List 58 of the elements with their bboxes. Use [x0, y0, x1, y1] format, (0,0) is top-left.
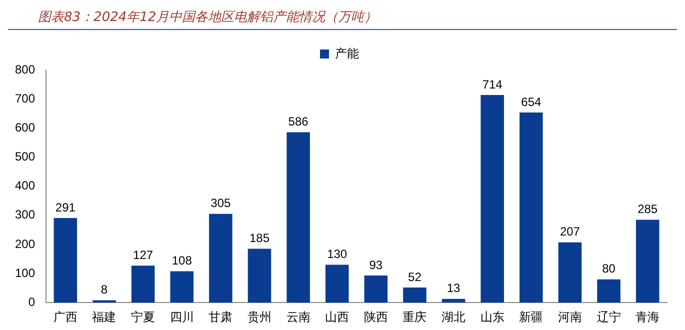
x-tick-label: 重庆 [402, 310, 427, 324]
data-label: 207 [560, 224, 580, 239]
bar [597, 279, 620, 303]
x-tick-label: 广西 [53, 310, 78, 324]
data-label: 714 [482, 77, 503, 92]
y-tick-label: 800 [14, 62, 36, 76]
y-tick-label: 0 [28, 294, 36, 309]
bar [403, 287, 426, 303]
chart-title: 图表83：2024年12月中国各地区电解铝产能情况（万吨） [8, 8, 677, 30]
data-label: 185 [249, 231, 270, 246]
data-label: 291 [55, 200, 76, 214]
y-tick-label: 100 [14, 266, 36, 280]
data-label: 654 [521, 94, 542, 109]
data-label: 93 [369, 258, 383, 272]
x-tick-label: 青海 [636, 310, 660, 324]
data-label: 285 [638, 202, 658, 216]
legend-label: 产能 [335, 46, 359, 60]
x-tick-label: 宁夏 [131, 310, 156, 324]
bar [54, 218, 78, 303]
x-tick-label: 河南 [558, 310, 582, 324]
x-tick-label: 贵州 [247, 310, 272, 324]
x-tick-label: 山东 [480, 310, 504, 324]
data-label: 108 [172, 254, 192, 268]
bar [520, 112, 543, 303]
x-tick-label: 陕西 [364, 310, 388, 324]
x-tick-label: 辽宁 [596, 310, 621, 324]
data-label: 127 [133, 248, 154, 262]
data-label: 80 [602, 262, 616, 276]
y-tick-label: 600 [14, 120, 36, 134]
x-tick-label: 山西 [325, 310, 350, 324]
y-tick-label: 500 [14, 150, 36, 164]
y-tick-label: 300 [14, 208, 36, 222]
bar [442, 298, 466, 303]
x-tick-label: 湖北 [442, 310, 466, 324]
data-label: 305 [210, 196, 232, 210]
bar [558, 242, 582, 303]
bar [286, 132, 310, 303]
bar [131, 266, 155, 303]
y-tick-label: 200 [14, 236, 36, 251]
y-tick-label: 400 [14, 178, 36, 193]
x-tick-label: 新疆 [519, 310, 544, 324]
x-tick-label: 福建 [92, 310, 116, 324]
bar [636, 220, 660, 303]
y-tick-label: 700 [14, 91, 36, 106]
data-label: 586 [288, 114, 309, 129]
bar [170, 271, 194, 303]
data-label: 130 [327, 247, 348, 262]
bar [364, 276, 388, 303]
data-label: 13 [446, 281, 461, 296]
bar [209, 214, 232, 303]
data-label: 8 [100, 282, 108, 297]
x-tick-label: 四川 [170, 310, 194, 324]
data-label: 52 [408, 270, 422, 284]
bar [248, 248, 272, 303]
x-tick-label: 云南 [286, 310, 310, 324]
bar [480, 95, 504, 303]
x-tick-label: 甘肃 [208, 310, 233, 324]
bar [325, 264, 349, 303]
